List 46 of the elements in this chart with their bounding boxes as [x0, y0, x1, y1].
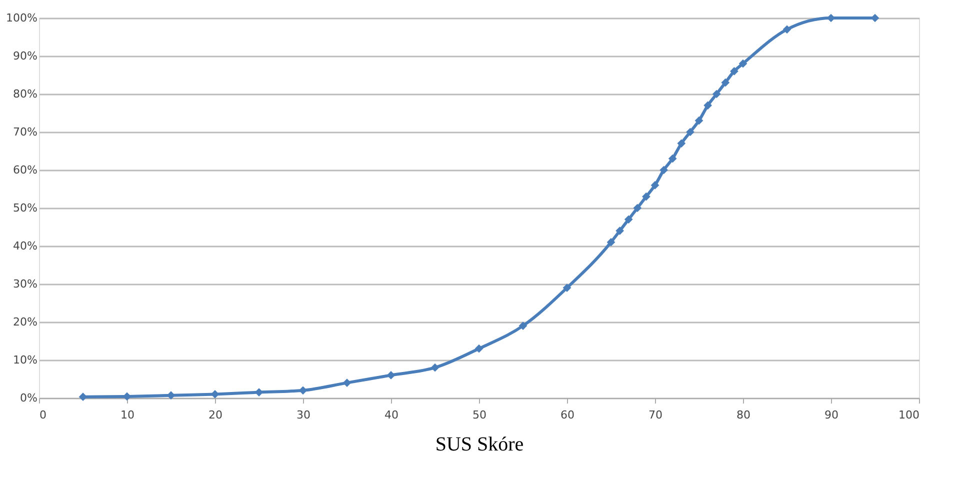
x-tick-label: 40	[384, 408, 398, 422]
y-tick-label: 70%	[13, 126, 38, 138]
point	[633, 204, 642, 212]
point	[430, 363, 440, 372]
y-tick-label: 80%	[13, 88, 38, 100]
point	[738, 59, 748, 68]
x-tick-label: 90	[824, 408, 838, 422]
y-tick-label: 60%	[13, 164, 38, 176]
point	[518, 322, 528, 330]
y-tick-label: 10%	[13, 354, 38, 366]
point	[386, 371, 396, 380]
y-tick-label: 100%	[6, 12, 38, 24]
x-tick-label: 20	[208, 408, 222, 422]
y-tick-label: 20%	[13, 316, 38, 328]
x-tick-label: 0	[40, 408, 46, 422]
point	[721, 78, 730, 87]
point	[694, 116, 704, 125]
y-tick-label: 50%	[13, 202, 38, 214]
x-tick-label: 80	[736, 408, 750, 422]
point	[730, 67, 738, 76]
x-tick-label: 30	[296, 408, 310, 422]
point	[642, 192, 650, 201]
point	[650, 181, 660, 190]
point	[624, 215, 633, 224]
point	[677, 139, 686, 148]
point	[562, 284, 572, 292]
x-tick-label: 70	[648, 408, 662, 422]
y-tick-label: 30%	[13, 278, 38, 290]
point	[660, 166, 668, 174]
x-axis-title: SUS Skóre	[435, 434, 524, 456]
point	[704, 101, 712, 110]
point	[712, 90, 721, 98]
y-tick-label: 0%	[20, 392, 38, 404]
x-tick-label: 100	[898, 408, 920, 422]
x-tick-label: 10	[120, 408, 134, 422]
y-tick-label: 40%	[13, 240, 38, 252]
point	[668, 154, 677, 163]
point	[686, 128, 694, 136]
point	[782, 25, 792, 34]
y-tick-label: 90%	[13, 50, 38, 62]
x-tick-label: 50	[472, 408, 486, 422]
x-tick-label: 60	[560, 408, 574, 422]
point	[616, 226, 624, 235]
point	[606, 238, 616, 246]
point	[474, 344, 484, 353]
point	[342, 378, 352, 387]
